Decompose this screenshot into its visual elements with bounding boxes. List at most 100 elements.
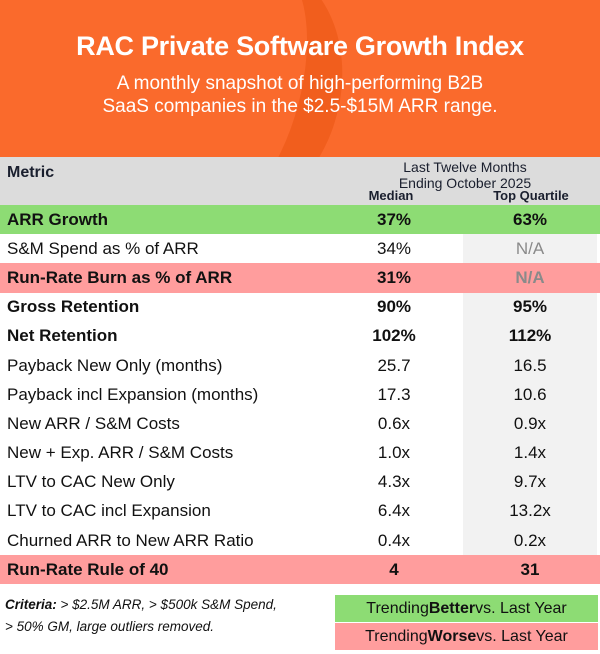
median-cell-text: 6.4x: [377, 501, 411, 521]
subtitle-line-2: SaaS companies in the $2.5-$15M ARR rang…: [102, 96, 498, 117]
top-quartile-cell: 10.6: [463, 380, 597, 410]
top-quartile-cell: 1.4x: [463, 438, 597, 468]
metric-cell: Payback incl Expansion (months): [0, 385, 325, 405]
top-quartile-column-header: Top Quartile: [493, 188, 569, 203]
metric-cell-text: Run-Rate Burn as % of ARR: [7, 267, 233, 287]
top-quartile-cell: N/A: [463, 234, 597, 264]
subtitle-line-1: A monthly snapshot of high-performing B2…: [116, 73, 484, 94]
metric-cell: Run-Rate Rule of 40: [0, 560, 325, 580]
metric-cell-text: Churned ARR to New ARR Ratio: [7, 530, 254, 550]
median-cell-text: 17.3: [377, 384, 411, 404]
page-title: RAC Private Software Growth Index: [76, 31, 524, 61]
top-quartile-cell: N/A: [463, 263, 597, 292]
top-quartile-cell: 13.2x: [463, 496, 597, 527]
metric-cell: ARR Growth: [0, 210, 325, 230]
top-quartile-cell-text: N/A: [515, 238, 545, 258]
period-line-1: Last Twelve Months: [403, 159, 527, 175]
median-cell: 25.7: [325, 356, 463, 376]
median-cell: 6.4x: [325, 501, 463, 521]
top-quartile-cell-text: 1.4x: [513, 443, 547, 463]
median-cell: 90%: [325, 297, 463, 317]
top-quartile-cell-text: 95%: [512, 297, 548, 317]
median-cell-text: 37%: [376, 209, 412, 229]
table-row: ARR Growth 37% 63%: [0, 205, 600, 235]
median-cell-text: 31%: [376, 267, 412, 287]
top-quartile-cell: 9.7x: [463, 467, 597, 497]
top-quartile-cell-text: 13.2x: [509, 501, 551, 521]
title-banner: RAC Private Software Growth Index A mont…: [0, 0, 600, 157]
table-row: New + Exp. ARR / S&M Costs 1.0x 1.4x: [0, 438, 600, 468]
metric-cell: Net Retention: [0, 326, 325, 346]
metric-cell-text: Run-Rate Rule of 40: [7, 559, 169, 579]
median-cell-text: 25.7: [377, 355, 411, 375]
legend-bold: Worse: [427, 627, 477, 645]
legend-better: Trending Better vs. Last Year: [335, 595, 598, 622]
metric-cell: New + Exp. ARR / S&M Costs: [0, 443, 325, 463]
median-cell: 0.6x: [325, 414, 463, 434]
metric-cell-text: Payback New Only (months): [7, 355, 223, 375]
top-quartile-cell: 0.2x: [463, 526, 597, 556]
median-cell: 17.3: [325, 385, 463, 405]
criteria-text-1: > $2.5M ARR, > $500k S&M Spend,: [56, 597, 277, 612]
legend-text: vs. Last Year: [475, 599, 567, 617]
median-column-header: Median: [368, 188, 414, 203]
metrics-table: ARR Growth 37% 63% S&M Spend as % of ARR 34%…: [0, 205, 600, 585]
top-quartile-cell: 31: [463, 555, 597, 584]
metric-cell-text: Gross Retention: [7, 297, 140, 317]
median-cell-text: 4.3x: [377, 472, 411, 492]
metric-cell: S&M Spend as % of ARR: [0, 239, 325, 259]
metric-cell-text: Net Retention: [7, 326, 118, 346]
top-quartile-cell-text: 31: [520, 559, 540, 579]
criteria-label: Criteria:: [5, 597, 57, 612]
table-row: Payback incl Expansion (months) 17.3 10.6: [0, 380, 600, 410]
table-row: Net Retention 102% 112%: [0, 321, 600, 351]
top-quartile-cell-text: 9.7x: [513, 472, 547, 492]
median-cell-text: 0.6x: [377, 413, 411, 433]
table-row: LTV to CAC incl Expansion 6.4x 13.2x: [0, 496, 600, 527]
metric-cell-text: Payback incl Expansion (months): [7, 384, 259, 404]
median-cell-text: 34%: [376, 238, 412, 258]
metric-cell: New ARR / S&M Costs: [0, 414, 325, 434]
median-cell: 34%: [325, 239, 463, 259]
legend-bold: Better: [428, 599, 476, 617]
metric-cell-text: LTV to CAC incl Expansion: [7, 501, 211, 521]
top-quartile-cell-text: 10.6: [513, 384, 547, 404]
median-cell: 102%: [325, 326, 463, 346]
median-cell: 4.3x: [325, 472, 463, 492]
median-cell-text: 4: [389, 559, 399, 579]
period-line-2: Ending October 2025: [398, 175, 532, 191]
table-row: New ARR / S&M Costs 0.6x 0.9x: [0, 409, 600, 439]
table-row: LTV to CAC New Only 4.3x 9.7x: [0, 467, 600, 497]
median-cell: 37%: [325, 210, 463, 230]
median-cell: 4: [325, 560, 463, 580]
metric-column-header: Metric: [7, 164, 55, 181]
metric-cell: LTV to CAC incl Expansion: [0, 501, 325, 521]
metric-cell: LTV to CAC New Only: [0, 472, 325, 492]
median-cell: 31%: [325, 268, 463, 288]
median-cell: 0.4x: [325, 531, 463, 551]
top-quartile-cell: 16.5: [463, 350, 597, 381]
top-quartile-cell-text: 63%: [512, 209, 548, 229]
median-cell-text: 0.4x: [377, 530, 411, 550]
top-quartile-cell: 63%: [463, 205, 597, 234]
metric-cell-text: ARR Growth: [7, 209, 109, 229]
top-quartile-cell-text: N/A: [515, 267, 545, 287]
median-cell-text: 102%: [372, 326, 416, 346]
metric-cell-text: New + Exp. ARR / S&M Costs: [7, 443, 234, 463]
top-quartile-cell: 0.9x: [463, 409, 597, 439]
period-header: Last Twelve Months Ending October 2025: [360, 159, 570, 191]
top-quartile-cell-text: 0.2x: [513, 530, 547, 550]
metric-cell: Run-Rate Burn as % of ARR: [0, 268, 325, 288]
top-quartile-cell-text: 112%: [508, 326, 552, 346]
median-cell: 1.0x: [325, 443, 463, 463]
legend-text: Trending: [365, 627, 428, 645]
table-row: Gross Retention 90% 95%: [0, 292, 600, 322]
metric-cell-text: S&M Spend as % of ARR: [7, 238, 199, 258]
metric-cell: Payback New Only (months): [0, 356, 325, 376]
metric-cell: Gross Retention: [0, 297, 325, 317]
legend-text: vs. Last Year: [476, 627, 568, 645]
median-cell-text: 90%: [376, 297, 412, 317]
legend-worse: Trending Worse vs. Last Year: [335, 623, 598, 650]
legend: Trending Better vs. Last Year Trending W…: [335, 595, 598, 651]
top-quartile-cell-text: 16.5: [513, 355, 547, 375]
